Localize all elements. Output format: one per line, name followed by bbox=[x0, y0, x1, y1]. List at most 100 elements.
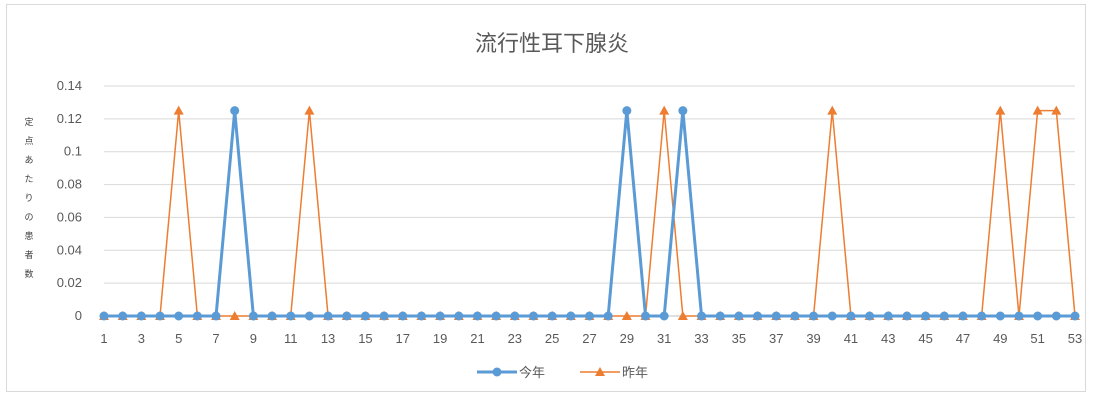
y-tick-label: 0.06 bbox=[57, 209, 82, 224]
x-tick-label: 33 bbox=[694, 331, 708, 346]
data-point bbox=[304, 105, 315, 115]
x-tick-label: 39 bbox=[806, 331, 820, 346]
series-line bbox=[104, 109, 1075, 318]
data-point bbox=[174, 311, 184, 321]
data-point bbox=[995, 311, 1005, 321]
data-point bbox=[677, 311, 688, 320]
y-axis-label-char: 者 bbox=[24, 250, 33, 261]
y-axis-label-char: 患 bbox=[24, 230, 33, 242]
data-point bbox=[659, 105, 670, 115]
data-point bbox=[286, 311, 296, 321]
data-point bbox=[267, 311, 277, 321]
y-tick-label: 0.12 bbox=[57, 111, 82, 126]
x-tick-label: 27 bbox=[582, 331, 596, 346]
y-tick-label: 0.14 bbox=[57, 78, 82, 93]
x-tick-label: 19 bbox=[433, 331, 447, 346]
data-point bbox=[1033, 311, 1043, 321]
legend-item-this-year: 今年 bbox=[477, 365, 545, 381]
y-tick-label: 0.08 bbox=[57, 177, 82, 192]
x-tick-label: 35 bbox=[732, 331, 746, 346]
data-point bbox=[995, 105, 1006, 115]
x-tick-label: 23 bbox=[508, 331, 522, 346]
data-point bbox=[865, 311, 875, 321]
data-point bbox=[454, 311, 464, 321]
data-point bbox=[1014, 311, 1024, 321]
legend-label: 昨年 bbox=[622, 366, 648, 381]
data-point bbox=[641, 311, 651, 321]
legend-item-last-year: 昨年 bbox=[580, 366, 648, 381]
x-tick-label: 25 bbox=[545, 331, 559, 346]
data-point bbox=[379, 311, 389, 321]
data-point bbox=[566, 311, 576, 321]
data-point bbox=[585, 311, 594, 321]
data-point bbox=[603, 311, 613, 321]
x-tick-label: 11 bbox=[284, 331, 298, 346]
data-point bbox=[192, 311, 202, 321]
data-point bbox=[939, 311, 949, 321]
data-point bbox=[697, 311, 707, 321]
data-point bbox=[528, 311, 538, 321]
data-point bbox=[435, 311, 445, 321]
data-point bbox=[229, 311, 240, 320]
data-point bbox=[715, 311, 725, 321]
legend-marker bbox=[492, 367, 502, 377]
data-point bbox=[1051, 105, 1062, 115]
series-last-year bbox=[99, 105, 1080, 320]
data-point bbox=[678, 106, 688, 116]
y-axis-label-char: り bbox=[24, 193, 33, 204]
x-tick-label: 9 bbox=[250, 331, 257, 346]
data-point bbox=[790, 311, 800, 321]
data-point bbox=[827, 105, 838, 115]
chart-title: 流行性耳下腺炎 bbox=[475, 32, 629, 57]
data-point bbox=[323, 311, 333, 321]
series-this-year bbox=[99, 106, 1080, 321]
x-tick-label: 37 bbox=[769, 331, 783, 346]
x-tick-label: 41 bbox=[844, 331, 858, 346]
x-tick-label: 3 bbox=[138, 331, 145, 346]
x-tick-label: 43 bbox=[881, 331, 895, 346]
data-point bbox=[921, 311, 931, 321]
data-point bbox=[1070, 311, 1080, 321]
y-tick-label: 0.02 bbox=[57, 275, 82, 290]
data-point bbox=[753, 311, 763, 321]
data-point bbox=[398, 311, 408, 321]
x-tick-label: 53 bbox=[1068, 331, 1082, 346]
y-axis-label-char: の bbox=[24, 213, 33, 223]
x-tick-label: 29 bbox=[620, 331, 634, 346]
x-tick-label: 15 bbox=[358, 331, 372, 346]
x-axis-ticks: 1 3 5 7 9 11 13 15 17 19 21 23 25 27 29 31 33 35 37 39 41 43 4… bbox=[100, 331, 1082, 346]
data-point bbox=[771, 311, 781, 321]
y-axis-label-char: た bbox=[24, 174, 33, 185]
data-point bbox=[211, 311, 221, 321]
y-axis-label-char: 点 bbox=[24, 136, 33, 147]
data-point bbox=[622, 106, 632, 116]
x-tick-label: 5 bbox=[175, 331, 182, 346]
data-point bbox=[809, 311, 819, 321]
data-point bbox=[621, 311, 632, 320]
data-point bbox=[304, 311, 314, 321]
data-point bbox=[827, 311, 837, 321]
y-tick-label: 0 bbox=[75, 308, 82, 323]
data-point bbox=[99, 311, 109, 321]
data-point bbox=[342, 311, 352, 321]
data-point bbox=[472, 311, 482, 321]
data-point bbox=[902, 311, 912, 321]
data-point bbox=[510, 311, 520, 321]
data-point bbox=[416, 311, 426, 321]
data-point bbox=[155, 311, 165, 321]
x-tick-label: 31 bbox=[657, 331, 671, 346]
data-point bbox=[360, 311, 370, 321]
gridlines bbox=[104, 85, 1075, 317]
data-point bbox=[136, 311, 146, 321]
x-tick-label: 49 bbox=[993, 331, 1007, 346]
data-point bbox=[977, 311, 987, 321]
y-axis-label-char: あ bbox=[24, 155, 33, 166]
y-tick-label: 0.04 bbox=[57, 242, 82, 257]
legend-marker bbox=[595, 367, 605, 376]
x-tick-label: 13 bbox=[321, 331, 335, 346]
y-axis-ticks: 0 0.02 0.04 0.06 0.08 0.1 0.12 0.14 bbox=[57, 78, 82, 323]
x-tick-label: 45 bbox=[918, 331, 932, 346]
x-tick-label: 7 bbox=[212, 331, 219, 346]
